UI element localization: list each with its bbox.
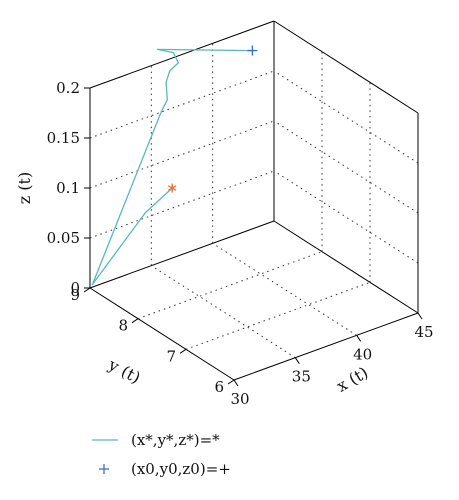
z-tick-label: 0.1 (56, 179, 80, 197)
x-tick-mark (356, 335, 362, 342)
box-edge-top-back-x (89, 20, 275, 89)
x-tick-label: 30 (230, 390, 249, 408)
x-tick-mark (417, 312, 423, 320)
box-edge-top-back-y (273, 20, 419, 114)
equilibrium-point-marker (167, 183, 177, 193)
x-tick-mark (233, 379, 239, 387)
x-tick-label: 45 (414, 323, 433, 341)
grid-floor-y (185, 281, 371, 350)
legend: (x*,y*,z*)=* (x0,y0,z0)=+ (92, 431, 231, 478)
z-tick-label: 0.2 (56, 79, 80, 97)
grid-floor-x (151, 265, 296, 359)
y-tick-mark (227, 379, 235, 385)
box-edge-floor-back-x (89, 220, 275, 289)
y-tick-label: 9 (70, 286, 80, 304)
y-tick-mark (131, 318, 139, 324)
ticks: 30 35 40 45 6 7 8 90 0.05 0.1 0.15 0.2 (47, 79, 434, 408)
y-tick-label: 6 (214, 378, 224, 396)
trajectory-line (91, 48, 253, 286)
x-axis-label: x (t) (333, 363, 371, 396)
axes-box (89, 20, 419, 381)
y-tick-label: 8 (118, 317, 128, 335)
y-tick-label: 7 (166, 347, 176, 365)
grid-right-wall-z (273, 120, 419, 214)
grid-back-wall-z (89, 70, 275, 139)
z-axis-label: z (t) (15, 172, 34, 204)
z-tick-label: 0.15 (47, 129, 80, 147)
grid-floor-y (137, 251, 323, 320)
legend-entry-trajectory: (x*,y*,z*)=* (131, 431, 220, 449)
grid (89, 43, 419, 359)
x-tick-mark (294, 357, 300, 364)
legend-entry-initial: (x0,y0,z0)=+ (131, 460, 231, 478)
x-tick-label: 40 (353, 345, 372, 363)
grid-floor-x (212, 242, 357, 336)
initial-point-marker (247, 45, 258, 56)
z-tick-label: 0 (70, 279, 80, 297)
legend-plus-marker (99, 464, 109, 474)
grid-back-wall-z (89, 170, 275, 239)
grid-back-wall-z (89, 120, 275, 189)
x-tick-label: 35 (292, 368, 311, 386)
y-tick-mark (83, 287, 91, 293)
box-edge-floor-front-x (233, 312, 419, 381)
grid-right-wall-z (273, 70, 419, 164)
equilibrium-star-stroke (167, 185, 177, 191)
z-tick-label: 0.05 (47, 229, 80, 247)
series-layer (91, 45, 258, 286)
y-axis-label: y (t) (105, 355, 144, 388)
box-edge-floor-front-y (89, 287, 235, 381)
y-tick-mark (179, 348, 187, 354)
grid-right-wall-z (273, 170, 419, 264)
box-edge-floor-back-y (273, 220, 419, 314)
